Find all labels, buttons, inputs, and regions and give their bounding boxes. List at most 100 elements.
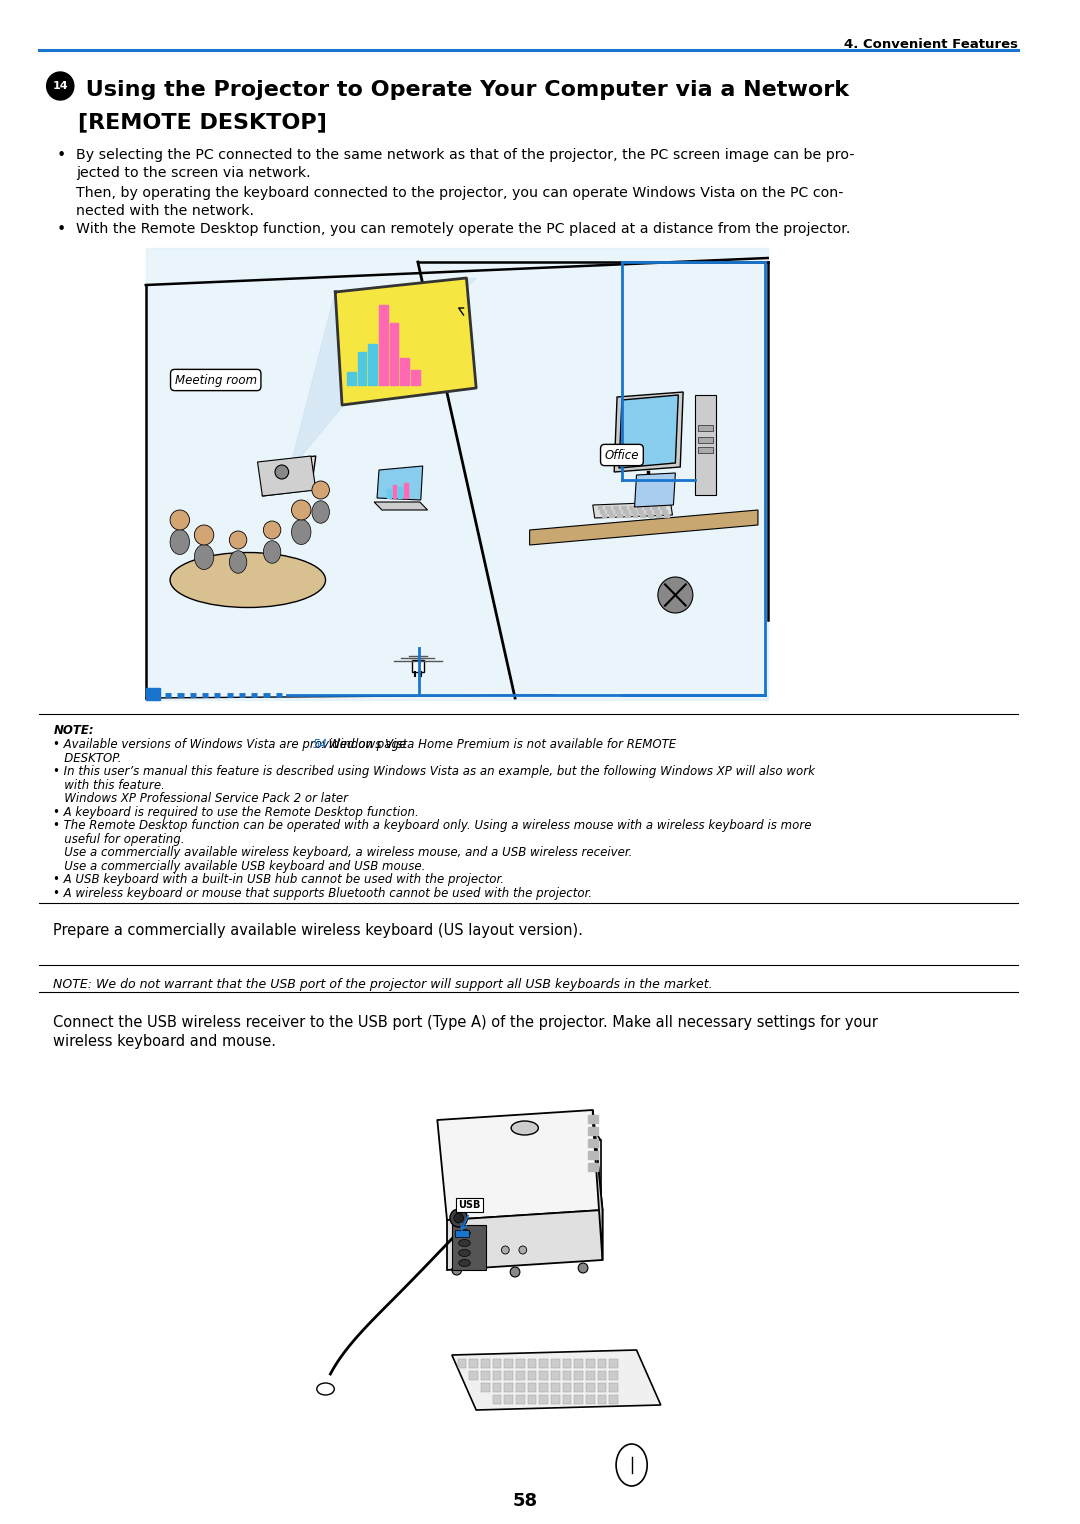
Circle shape: [292, 500, 311, 520]
Polygon shape: [625, 514, 630, 517]
Polygon shape: [588, 1138, 597, 1148]
Text: Meeting room: Meeting room: [175, 373, 257, 387]
Polygon shape: [609, 1382, 618, 1391]
Bar: [413, 660, 423, 672]
Polygon shape: [551, 1372, 559, 1381]
Polygon shape: [606, 506, 610, 509]
Polygon shape: [602, 514, 606, 517]
Polygon shape: [656, 514, 661, 517]
Text: • A wireless keyboard or mouse that supports Bluetooth cannot be used with the p: • A wireless keyboard or mouse that supp…: [53, 887, 593, 899]
Text: Then, by operating the keyboard connected to the projector, you can operate Wind: Then, by operating the keyboard connecte…: [76, 186, 843, 200]
Polygon shape: [368, 344, 377, 386]
Text: . Windows Vista Home Premium is not available for REMOTE: . Windows Vista Home Premium is not avai…: [322, 738, 676, 751]
Text: DESKTOP.: DESKTOP.: [53, 751, 122, 765]
Text: Using the Projector to Operate Your Computer via a Network: Using the Projector to Operate Your Comp…: [78, 79, 849, 101]
Polygon shape: [455, 1230, 470, 1237]
Text: Prepare a commercially available wireless keyboard (US layout version).: Prepare a commercially available wireles…: [53, 924, 583, 937]
Polygon shape: [528, 1382, 537, 1391]
Polygon shape: [379, 305, 388, 386]
Polygon shape: [563, 1359, 571, 1369]
Polygon shape: [399, 488, 403, 498]
Polygon shape: [146, 248, 768, 700]
Polygon shape: [504, 1394, 513, 1404]
Polygon shape: [698, 437, 713, 443]
Ellipse shape: [459, 1230, 470, 1236]
Polygon shape: [563, 1394, 571, 1404]
Text: NOTE: We do not warrant that the USB port of the projector will support all USB : NOTE: We do not warrant that the USB por…: [53, 978, 713, 991]
Polygon shape: [377, 466, 422, 500]
Polygon shape: [481, 1359, 489, 1369]
Text: Connect the USB wireless receiver to the USB port (Type A) of the projector. Mak: Connect the USB wireless receiver to the…: [53, 1015, 878, 1030]
Polygon shape: [660, 506, 664, 509]
Polygon shape: [437, 1109, 603, 1221]
Circle shape: [46, 72, 73, 101]
Polygon shape: [404, 483, 408, 498]
Text: Windows XP Professional Service Pack 2 or later: Windows XP Professional Service Pack 2 o…: [53, 792, 349, 805]
Polygon shape: [539, 1394, 548, 1404]
Polygon shape: [588, 1151, 597, 1158]
Polygon shape: [458, 1359, 467, 1369]
Polygon shape: [597, 1394, 606, 1404]
Circle shape: [578, 1263, 588, 1273]
Text: By selecting the PC connected to the same network as that of the projector, the : By selecting the PC connected to the sam…: [76, 148, 854, 162]
Ellipse shape: [264, 541, 281, 564]
Polygon shape: [597, 506, 603, 509]
Polygon shape: [635, 472, 675, 507]
Polygon shape: [636, 506, 642, 509]
Ellipse shape: [616, 1445, 647, 1486]
Ellipse shape: [459, 1250, 470, 1256]
Polygon shape: [411, 370, 420, 386]
Text: [REMOTE DESKTOP]: [REMOTE DESKTOP]: [78, 111, 326, 133]
Polygon shape: [449, 1140, 600, 1241]
Polygon shape: [451, 1350, 661, 1410]
Polygon shape: [563, 1372, 571, 1381]
Text: wireless keyboard and mouse.: wireless keyboard and mouse.: [53, 1033, 276, 1049]
Polygon shape: [481, 1382, 489, 1391]
Polygon shape: [593, 501, 673, 518]
Polygon shape: [597, 1359, 606, 1369]
Polygon shape: [629, 506, 634, 509]
Polygon shape: [451, 1225, 486, 1269]
Polygon shape: [652, 506, 657, 509]
Polygon shape: [492, 1372, 501, 1381]
Text: •: •: [56, 223, 66, 238]
Text: With the Remote Desktop function, you can remotely operate the PC placed at a di: With the Remote Desktop function, you ca…: [76, 223, 850, 236]
Polygon shape: [631, 511, 635, 514]
Polygon shape: [539, 1382, 548, 1391]
Polygon shape: [662, 511, 666, 514]
Polygon shape: [597, 1372, 606, 1381]
Polygon shape: [613, 506, 618, 509]
Polygon shape: [607, 511, 612, 514]
Polygon shape: [357, 352, 366, 386]
Ellipse shape: [170, 553, 325, 608]
Text: useful for operating.: useful for operating.: [53, 832, 185, 846]
Polygon shape: [551, 1359, 559, 1369]
Circle shape: [194, 524, 214, 546]
Polygon shape: [470, 1359, 478, 1369]
Circle shape: [451, 1265, 461, 1276]
Polygon shape: [481, 1372, 489, 1381]
Polygon shape: [516, 1394, 525, 1404]
Text: Use a commercially available wireless keyboard, a wireless mouse, and a USB wire: Use a commercially available wireless ke…: [53, 846, 633, 860]
Polygon shape: [504, 1382, 513, 1391]
Polygon shape: [539, 1359, 548, 1369]
Polygon shape: [654, 511, 659, 514]
Polygon shape: [609, 1372, 618, 1381]
Text: 58: 58: [512, 1492, 538, 1510]
Polygon shape: [447, 1210, 603, 1269]
Circle shape: [450, 1209, 468, 1227]
Text: jected to the screen via network.: jected to the screen via network.: [76, 166, 310, 180]
Text: 54: 54: [312, 738, 327, 751]
Polygon shape: [588, 1128, 597, 1135]
Polygon shape: [698, 425, 713, 431]
Circle shape: [170, 511, 189, 530]
Ellipse shape: [511, 1122, 538, 1135]
Text: • Available versions of Windows Vista are provided on page: • Available versions of Windows Vista ar…: [53, 738, 410, 751]
Polygon shape: [615, 392, 684, 472]
Polygon shape: [374, 501, 428, 511]
Ellipse shape: [194, 544, 214, 570]
Polygon shape: [609, 1359, 618, 1369]
Text: 4. Convenient Features: 4. Convenient Features: [845, 38, 1018, 50]
Polygon shape: [621, 506, 625, 509]
Polygon shape: [597, 1382, 606, 1391]
